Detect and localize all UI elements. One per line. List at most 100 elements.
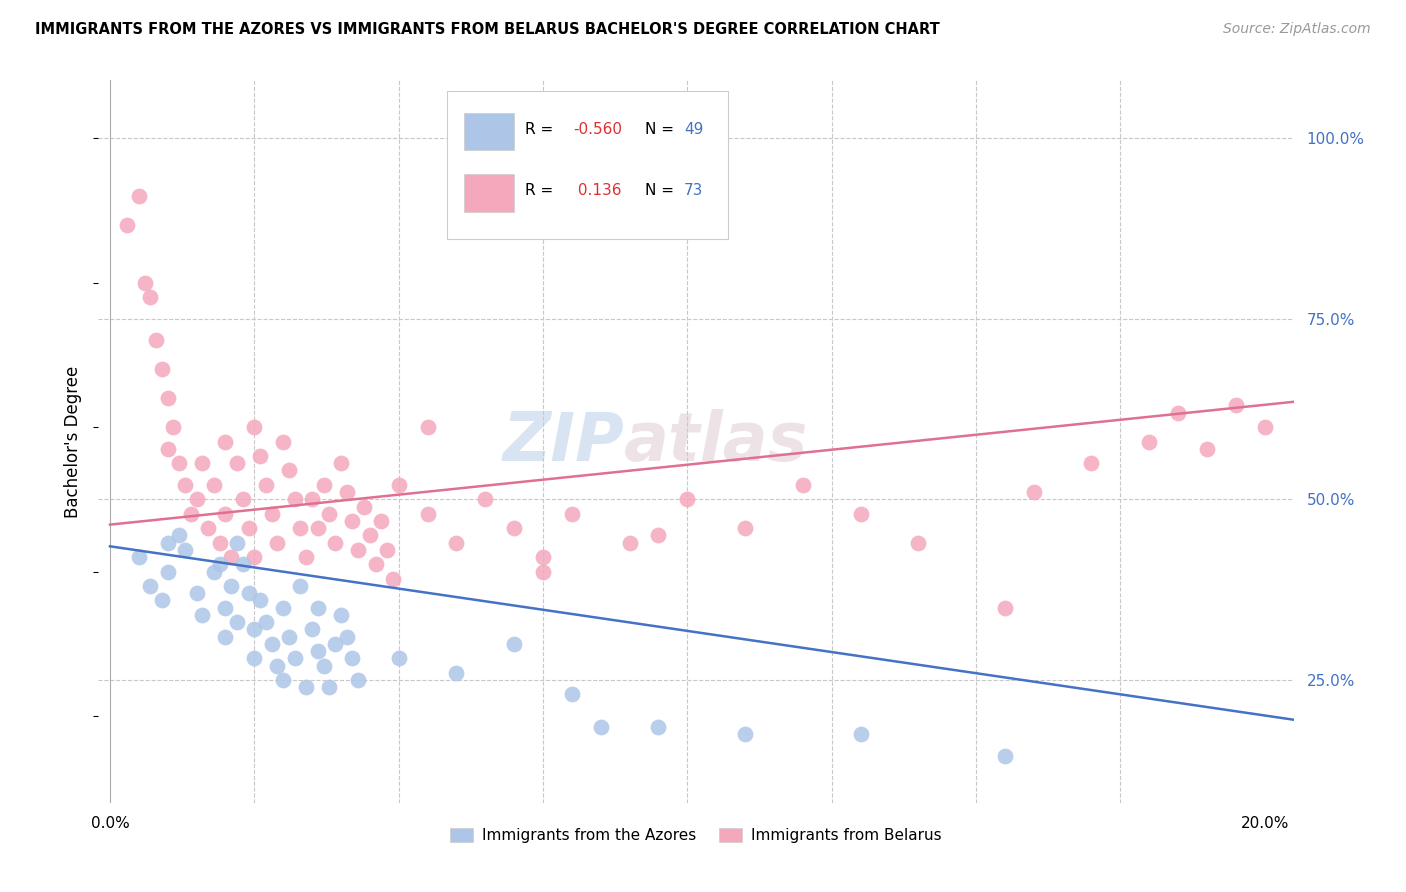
Point — [249, 593, 271, 607]
Point — [214, 434, 236, 449]
Point — [329, 456, 352, 470]
Point — [792, 478, 814, 492]
FancyBboxPatch shape — [464, 112, 515, 151]
FancyBboxPatch shape — [447, 91, 728, 239]
Point — [1022, 485, 1045, 500]
Point — [416, 420, 439, 434]
Point — [150, 593, 173, 607]
Point — [503, 637, 526, 651]
Text: R =: R = — [524, 122, 558, 136]
Point — [342, 651, 364, 665]
Text: 0.136: 0.136 — [572, 184, 621, 198]
Point — [619, 535, 641, 549]
Point — [117, 218, 139, 232]
Point — [323, 535, 346, 549]
Point — [312, 478, 335, 492]
Point — [128, 550, 150, 565]
Point — [474, 492, 496, 507]
Point — [307, 644, 329, 658]
Text: 49: 49 — [685, 122, 703, 136]
Text: N =: N = — [644, 122, 679, 136]
Point — [271, 434, 294, 449]
Point — [1167, 406, 1189, 420]
Point — [347, 542, 370, 557]
Point — [278, 463, 301, 477]
Point — [1137, 434, 1160, 449]
Text: ZIP: ZIP — [502, 409, 624, 475]
Point — [290, 521, 312, 535]
Point — [295, 680, 318, 694]
Point — [347, 673, 370, 687]
Point — [446, 535, 468, 549]
Point — [994, 748, 1017, 763]
Point — [162, 420, 184, 434]
Point — [336, 485, 359, 500]
Point — [214, 507, 236, 521]
Point — [156, 391, 179, 405]
Point — [202, 478, 225, 492]
Point — [318, 680, 340, 694]
Point — [226, 535, 249, 549]
Point — [323, 637, 346, 651]
Point — [191, 456, 214, 470]
Text: 73: 73 — [685, 184, 703, 198]
Point — [238, 586, 260, 600]
Point — [254, 478, 277, 492]
Point — [381, 572, 404, 586]
Point — [278, 630, 301, 644]
Point — [226, 456, 249, 470]
Y-axis label: Bachelor's Degree: Bachelor's Degree — [65, 366, 83, 517]
Text: IMMIGRANTS FROM THE AZORES VS IMMIGRANTS FROM BELARUS BACHELOR'S DEGREE CORRELAT: IMMIGRANTS FROM THE AZORES VS IMMIGRANTS… — [35, 22, 939, 37]
Point — [271, 600, 294, 615]
Point — [208, 535, 231, 549]
Point — [186, 586, 208, 600]
Point — [139, 579, 162, 593]
Point — [202, 565, 225, 579]
Point — [284, 651, 307, 665]
Point — [186, 492, 208, 507]
Point — [243, 420, 266, 434]
Point — [647, 528, 669, 542]
Point — [561, 687, 583, 701]
Point — [375, 542, 398, 557]
Point — [907, 535, 929, 549]
Point — [238, 521, 260, 535]
Point — [353, 500, 375, 514]
Point — [307, 600, 329, 615]
Point — [208, 558, 231, 572]
Point — [214, 630, 236, 644]
Point — [197, 521, 219, 535]
Point — [174, 478, 197, 492]
Point — [266, 658, 288, 673]
Point — [849, 727, 872, 741]
Text: R =: R = — [524, 184, 558, 198]
Point — [561, 507, 583, 521]
Point — [1195, 442, 1218, 456]
Point — [266, 535, 288, 549]
Point — [150, 362, 173, 376]
Point — [284, 492, 307, 507]
Point — [219, 579, 242, 593]
Point — [134, 276, 156, 290]
Point — [388, 478, 411, 492]
Point — [260, 507, 283, 521]
Point — [232, 558, 254, 572]
Point — [156, 535, 179, 549]
Point — [589, 720, 612, 734]
Point — [342, 514, 364, 528]
Point — [249, 449, 271, 463]
Point — [734, 727, 756, 741]
Point — [156, 442, 179, 456]
Text: -0.560: -0.560 — [572, 122, 621, 136]
Point — [191, 607, 214, 622]
Point — [312, 658, 335, 673]
Point — [1225, 398, 1247, 412]
Point — [531, 565, 554, 579]
Point — [145, 334, 167, 348]
Point — [128, 189, 150, 203]
Point — [849, 507, 872, 521]
Point — [226, 615, 249, 630]
Point — [301, 623, 323, 637]
Point — [370, 514, 392, 528]
Legend: Immigrants from the Azores, Immigrants from Belarus: Immigrants from the Azores, Immigrants f… — [444, 822, 948, 849]
